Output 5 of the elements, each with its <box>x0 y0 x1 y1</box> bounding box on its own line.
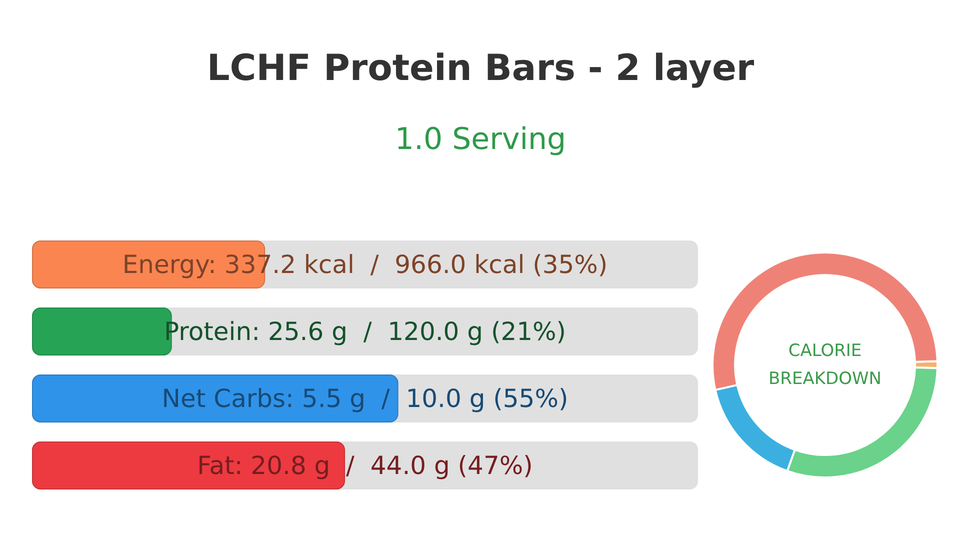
data-label: Fat: 20.8 g / 44.0 g (47%) <box>197 451 533 480</box>
chart-title: LCHF Protein Bars - 2 layer <box>206 48 756 89</box>
text: CALORIE BREAKDOWN <box>768 341 882 389</box>
data-label: Net Carbs: 5.5 g / 10.0 g (55%) <box>162 384 568 413</box>
chart-subtitle: 1.0 Serving <box>394 122 568 157</box>
